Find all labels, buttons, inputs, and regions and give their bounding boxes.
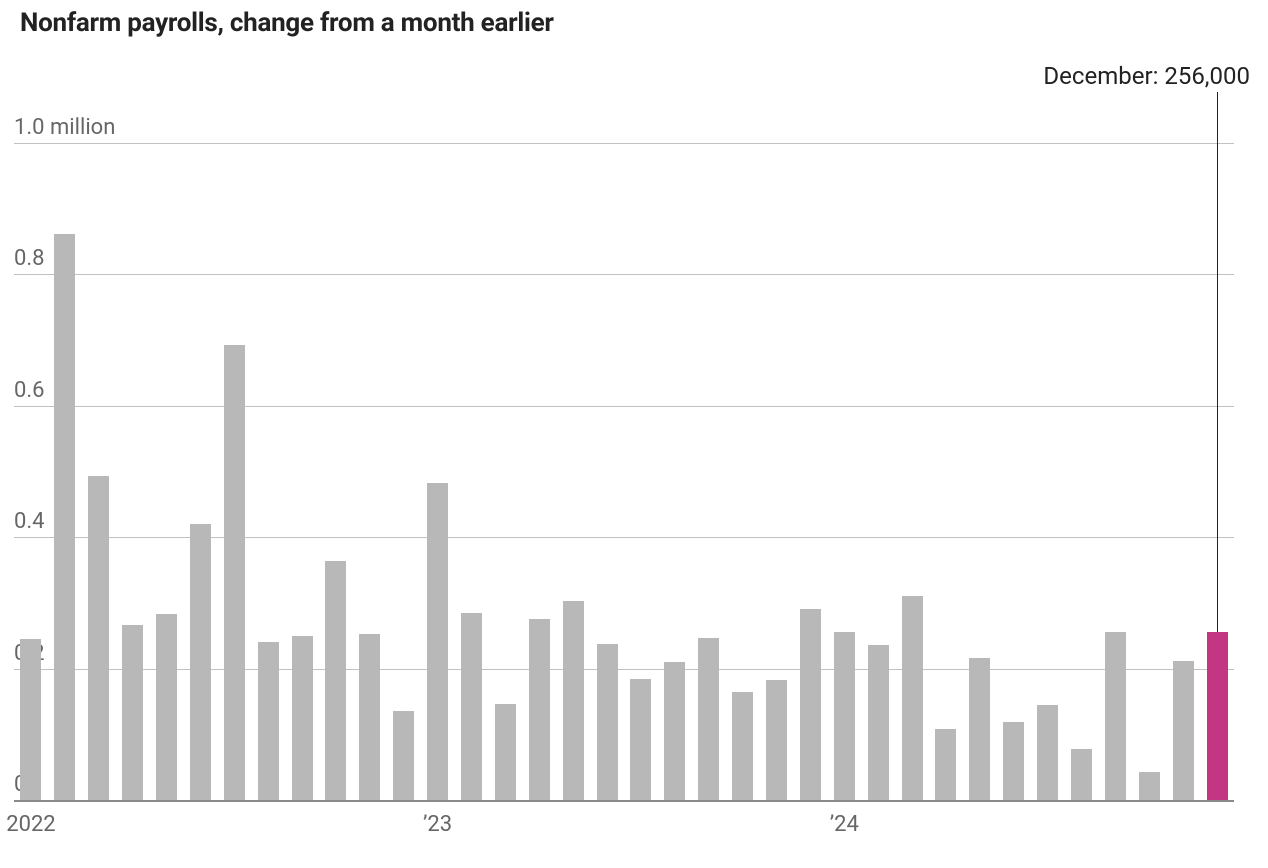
- bar: [902, 596, 923, 800]
- bar: [834, 632, 855, 800]
- bar: [88, 476, 109, 800]
- bar: [698, 638, 719, 800]
- chart-plot-area: 00.20.40.60.81.0 million2022’23’24: [0, 0, 1268, 868]
- callout-leader-line: [1217, 92, 1218, 632]
- bar: [732, 692, 753, 800]
- bar: [224, 345, 245, 800]
- bar: [20, 639, 41, 800]
- bar: [495, 704, 516, 800]
- bar: [122, 625, 143, 800]
- bar: [292, 636, 313, 800]
- chart-container: Nonfarm payrolls, change from a month ea…: [0, 0, 1268, 868]
- bar: [461, 613, 482, 800]
- bar: [427, 483, 448, 800]
- bar: [359, 634, 380, 800]
- bar: [969, 658, 990, 800]
- bar: [563, 601, 584, 800]
- bar: [1071, 749, 1092, 800]
- x-tick-label: ’24: [804, 812, 884, 837]
- x-axis-line: [14, 800, 1234, 802]
- bars-layer: [14, 110, 1234, 800]
- bar: [54, 234, 75, 800]
- bar: [868, 645, 889, 800]
- bar: [630, 679, 651, 800]
- bar: [766, 680, 787, 800]
- bar: [1173, 661, 1194, 800]
- bar-highlight: [1207, 632, 1228, 800]
- bar: [156, 614, 177, 800]
- bar: [258, 642, 279, 800]
- bar: [529, 619, 550, 800]
- bar: [325, 561, 346, 800]
- bar: [190, 524, 211, 800]
- bar: [935, 729, 956, 800]
- bar: [800, 609, 821, 800]
- bar: [664, 662, 685, 800]
- x-tick-label: 2022: [0, 812, 71, 837]
- bar: [1105, 632, 1126, 800]
- bar: [597, 644, 618, 800]
- bar: [393, 711, 414, 800]
- bar: [1037, 705, 1058, 800]
- bar: [1003, 722, 1024, 800]
- x-tick-label: ’23: [398, 812, 478, 837]
- bar: [1139, 772, 1160, 800]
